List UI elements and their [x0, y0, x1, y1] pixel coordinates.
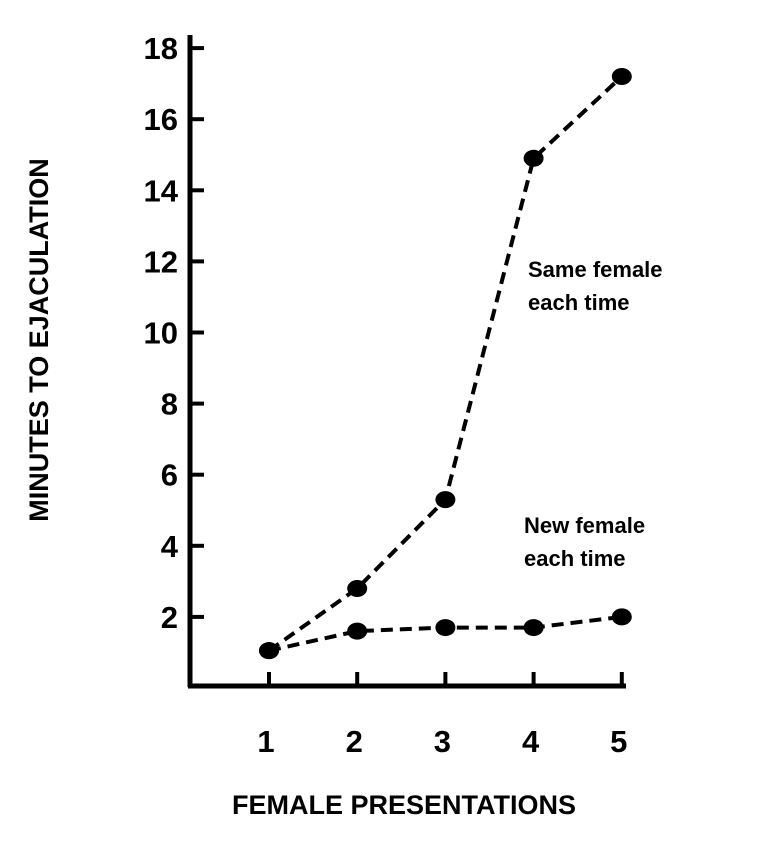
data-point [347, 622, 368, 640]
x-tick-label: 5 [610, 724, 627, 759]
y-tick-label: 6 [161, 458, 178, 493]
annotation-new-female-line2: each time [524, 546, 626, 571]
annotation-same-female-line1: Same female [528, 257, 663, 282]
axes [187, 35, 626, 689]
x-tick-label: 4 [522, 724, 540, 759]
y-tick-label: 18 [144, 31, 178, 66]
x-tick-label: 3 [434, 724, 451, 759]
y-tick-label: 2 [161, 600, 178, 635]
annotation-same-female: Same female each time [528, 257, 663, 315]
y-tick-label: 12 [144, 244, 178, 279]
data-point [435, 491, 456, 509]
data-point [523, 149, 544, 167]
y-tick-label: 8 [161, 387, 178, 422]
series-new-female [259, 608, 632, 660]
data-point [259, 642, 279, 660]
y-tick-label: 14 [144, 173, 179, 208]
x-tick-label: 2 [346, 724, 363, 759]
x-tick-label: 1 [257, 724, 274, 759]
y-tick-label: 4 [161, 529, 179, 564]
annotation-new-female: New female each time [524, 513, 645, 571]
data-point [435, 619, 456, 637]
data-point [523, 619, 544, 637]
y-axis-label: MINUTES TO EJACULATION [24, 158, 54, 522]
data-point [611, 68, 632, 86]
annotation-same-female-line2: each time [528, 290, 630, 315]
y-tick-label: 16 [144, 102, 178, 137]
x-axis-label: FEMALE PRESENTATIONS [232, 790, 576, 820]
annotation-new-female-line1: New female [524, 513, 645, 538]
y-tick-label: 10 [144, 316, 178, 351]
data-point [347, 579, 368, 597]
data-point [611, 608, 632, 626]
